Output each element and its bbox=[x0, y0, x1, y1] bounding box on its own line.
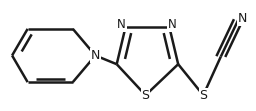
Text: N: N bbox=[117, 18, 126, 31]
Text: N: N bbox=[167, 18, 176, 31]
Text: S: S bbox=[199, 89, 207, 102]
Text: N: N bbox=[238, 12, 247, 25]
Text: N: N bbox=[91, 49, 100, 62]
Text: S: S bbox=[142, 89, 150, 102]
